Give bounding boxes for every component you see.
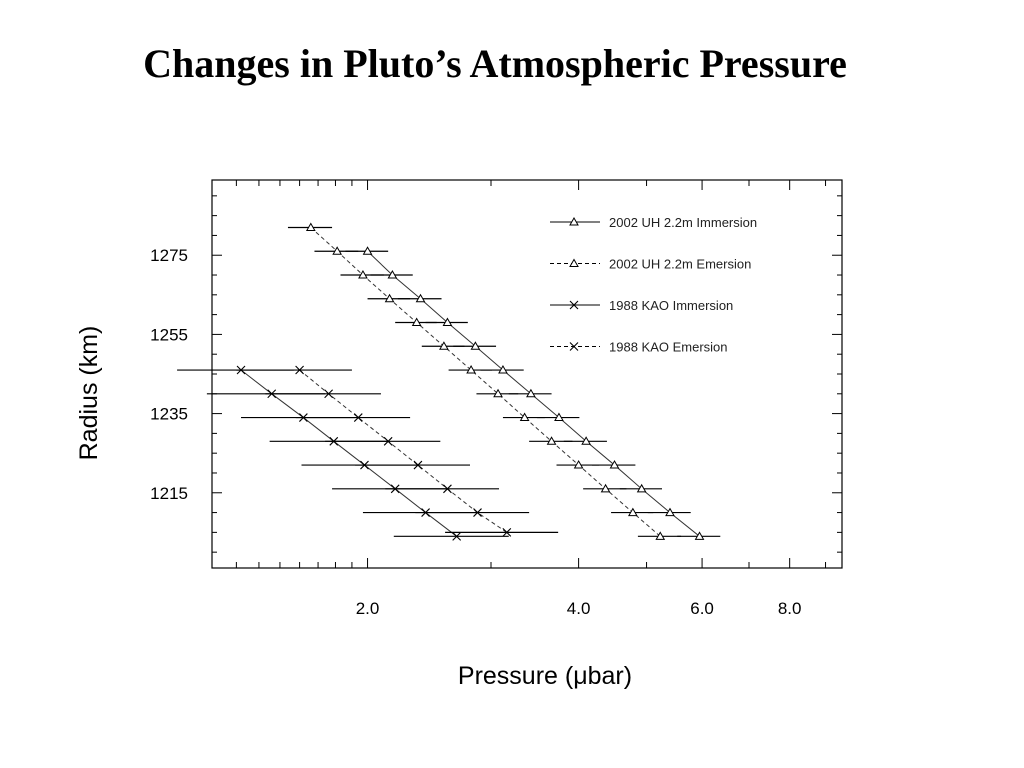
triangle-marker (415, 293, 426, 303)
y-tick-label: 1275 (150, 246, 188, 265)
x-marker (502, 527, 512, 537)
triangle-marker (493, 388, 503, 398)
series-3 (236, 365, 559, 537)
x-tick-label: 2.0 (356, 599, 380, 618)
x-tick-label: 8.0 (778, 599, 802, 618)
legend-entry: 1988 KAO Immersion (609, 298, 733, 313)
series-line (310, 227, 661, 537)
x-axis-label: Pressure (μbar) (458, 662, 632, 690)
legend-entry: 2002 UH 2.2m Immersion (609, 215, 757, 230)
triangle-marker (636, 483, 647, 493)
triangle-marker (362, 246, 373, 255)
triangle-marker (581, 436, 591, 445)
legend-entry: 1988 KAO Emersion (609, 340, 728, 355)
series-1 (287, 222, 682, 540)
triangle-marker (305, 222, 316, 232)
triangle-marker (387, 270, 398, 279)
x-marker (413, 460, 423, 470)
x-marker (473, 508, 482, 517)
y-tick-label: 1235 (150, 405, 188, 424)
triangle-marker (411, 317, 422, 327)
x-marker (452, 531, 462, 541)
triangle-marker (384, 293, 395, 303)
triangle-marker (332, 246, 343, 255)
triangle-marker (609, 460, 620, 469)
triangle-marker (526, 388, 536, 398)
x-marker (569, 342, 579, 351)
x-tick-label: 4.0 (567, 599, 591, 618)
triangle-marker (470, 341, 481, 350)
legend-entry: 2002 UH 2.2m Emersion (609, 257, 751, 272)
x-marker (569, 300, 579, 310)
series-0 (345, 246, 721, 540)
triangle-marker (569, 216, 579, 226)
triangle-marker (627, 507, 638, 517)
triangle-marker (554, 412, 564, 422)
plot-frame (211, 179, 843, 569)
x-marker (353, 413, 363, 422)
triangle-marker (694, 531, 705, 540)
series-line (240, 369, 457, 537)
x-tick-label: 6.0 (690, 599, 714, 618)
page-title: Changes in Pluto’s Atmospheric Pressure (143, 41, 847, 86)
x-marker (295, 365, 304, 375)
triangle-marker (466, 365, 476, 374)
triangle-marker (439, 341, 449, 350)
triangle-marker (569, 258, 579, 267)
triangle-marker (665, 507, 675, 517)
x-marker (383, 436, 393, 446)
triangle-marker (546, 436, 557, 445)
triangle-marker (519, 412, 530, 422)
triangle-marker (498, 365, 508, 374)
triangle-marker (358, 270, 368, 279)
y-axis-label: Radius (km) (75, 326, 103, 461)
series-line (299, 369, 508, 533)
x-marker (443, 484, 452, 494)
triangle-marker (600, 483, 611, 493)
series-2 (177, 365, 509, 541)
y-tick-label: 1255 (150, 325, 188, 344)
x-marker (324, 389, 334, 399)
triangle-marker (573, 460, 584, 469)
triangle-marker (442, 317, 453, 327)
y-tick-label: 1215 (150, 484, 188, 503)
triangle-marker (655, 531, 666, 540)
